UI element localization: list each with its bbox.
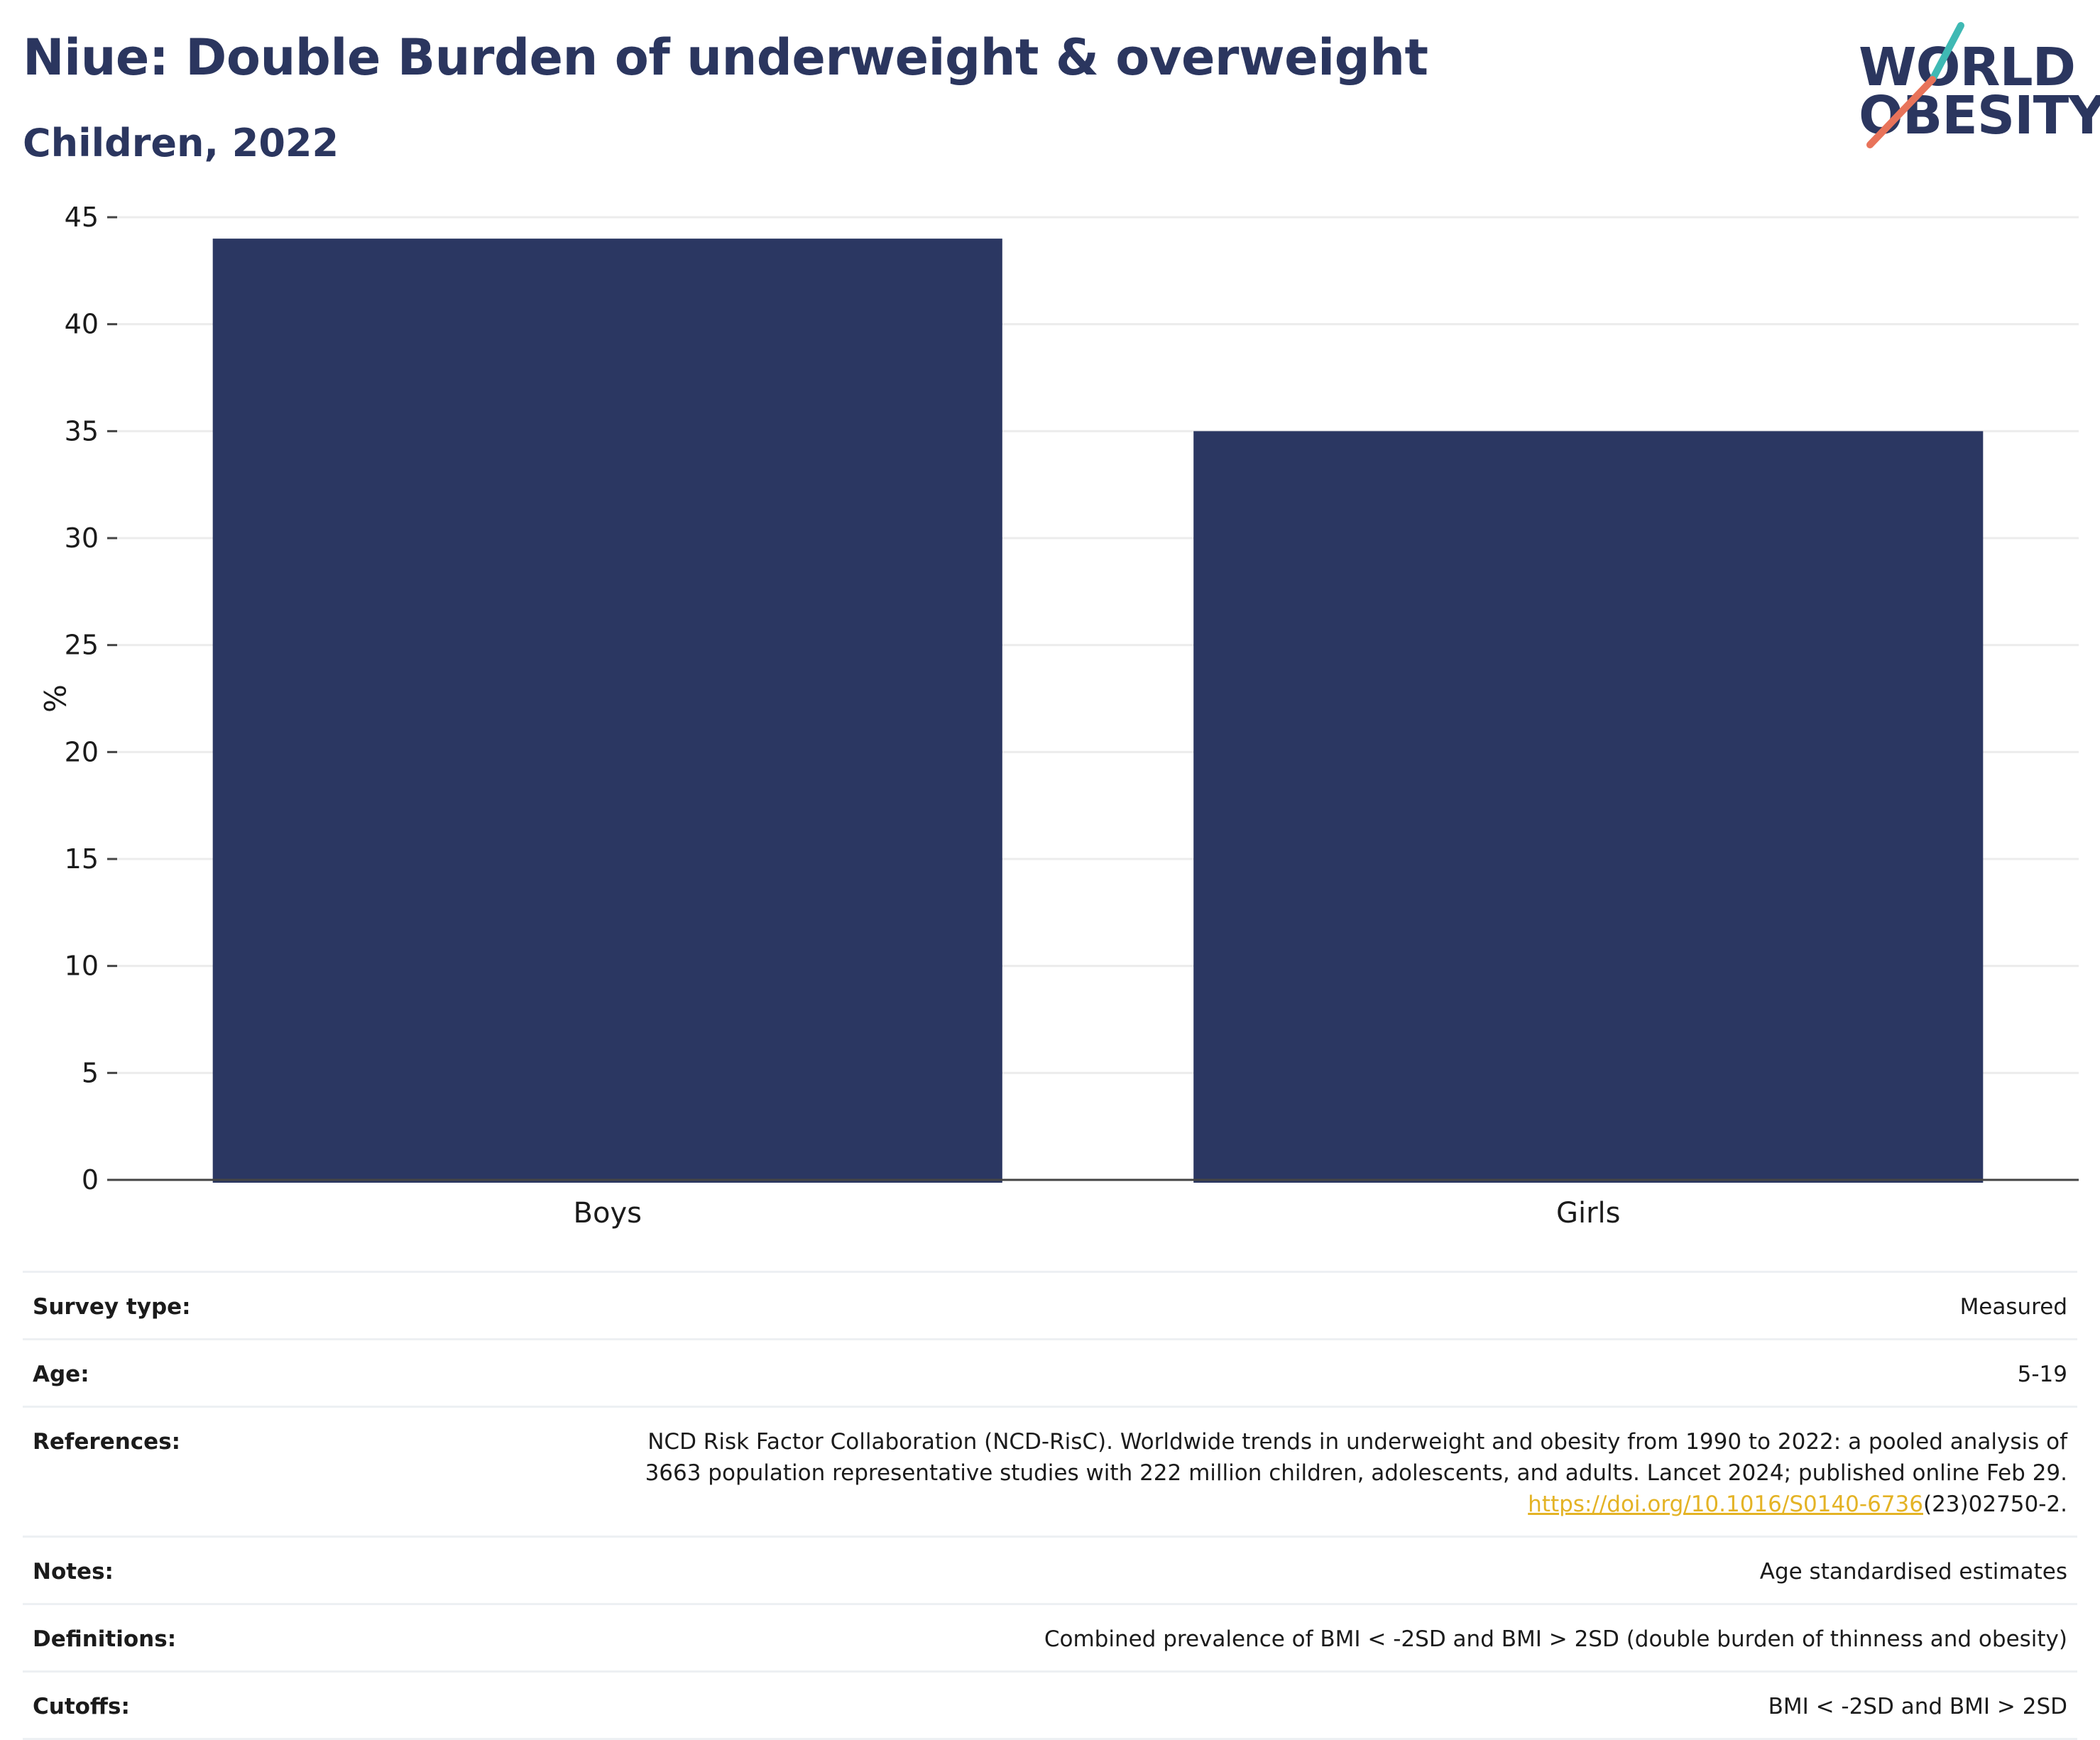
bars	[212, 239, 1984, 1183]
meta-value: Combined prevalence of BMI < -2SD and BM…	[1044, 1626, 2067, 1652]
meta-label: Definitions:	[33, 1626, 177, 1652]
chart-title: Niue: Double Burden of underweight & ove…	[23, 28, 1428, 87]
bar-boys[interactable]	[212, 239, 1002, 1183]
meta-value: NCD Risk Factor Collaboration (NCD-RisC)…	[645, 1426, 2067, 1520]
y-tick-label: 40	[65, 309, 99, 340]
logo-text-world: WORLD	[1859, 37, 2076, 98]
meta-row-age: Age: 5-19	[23, 1340, 2077, 1408]
bar-girls[interactable]	[1193, 431, 1984, 1183]
x-tick-label-boys: Boys	[574, 1197, 642, 1230]
meta-row-references: References: NCD Risk Factor Collaboratio…	[23, 1408, 2077, 1538]
reference-text-line2: 3663 population representative studies w…	[645, 1460, 2067, 1486]
meta-value: 5-19	[2017, 1362, 2067, 1387]
meta-label: Notes:	[33, 1559, 114, 1585]
x-tick-label-girls: Girls	[1556, 1197, 1621, 1230]
reference-doi-link[interactable]: https://doi.org/10.1016/S0140-6736	[1528, 1492, 1923, 1517]
meta-row-definitions: Definitions: Combined prevalence of BMI …	[23, 1605, 2077, 1673]
logo-slash-icon	[1866, 22, 1964, 148]
y-tick-labels: 0 5 10 15 20 25 30 35 40 45	[65, 202, 117, 1195]
meta-label: References:	[33, 1429, 181, 1455]
meta-label: Cutoffs:	[33, 1694, 130, 1719]
y-tick-label: 25	[65, 630, 99, 661]
y-tick-label: 0	[82, 1164, 99, 1195]
meta-label: Survey type:	[33, 1294, 191, 1320]
y-tick-label: 10	[65, 951, 99, 982]
y-axis-label: %	[37, 684, 72, 713]
meta-row-survey-type: Survey type: Measured	[23, 1273, 2077, 1340]
meta-value: Age standardised estimates	[1759, 1559, 2067, 1585]
meta-row-cutoffs: Cutoffs: BMI < -2SD and BMI > 2SD	[23, 1673, 2077, 1740]
y-tick-label: 20	[65, 736, 99, 767]
bar-chart: 0 5 10 15 20 25 30 35 40 45 Boys Girls %	[37, 202, 2079, 1230]
y-tick-label: 5	[82, 1057, 99, 1088]
world-obesity-logo: WORLD OBESITY	[1853, 20, 2100, 151]
y-tick-label: 15	[65, 843, 99, 875]
y-tick-label: 45	[65, 202, 99, 233]
meta-row-notes: Notes: Age standardised estimates	[23, 1538, 2077, 1605]
meta-value: BMI < -2SD and BMI > 2SD	[1768, 1694, 2067, 1719]
reference-text-line1: NCD Risk Factor Collaboration (NCD-RisC)…	[647, 1429, 2067, 1455]
metadata-table: Survey type: Measured Age: 5-19 Referenc…	[23, 1271, 2077, 1740]
reference-doi-suffix: (23)02750-2.	[1923, 1492, 2067, 1517]
y-tick-label: 30	[65, 522, 99, 554]
meta-label: Age:	[33, 1362, 89, 1387]
chart-subtitle: Children, 2022	[23, 121, 339, 165]
meta-value: Measured	[1959, 1294, 2067, 1320]
y-tick-label: 35	[65, 415, 99, 447]
x-tick-labels: Boys Girls	[574, 1197, 1621, 1230]
